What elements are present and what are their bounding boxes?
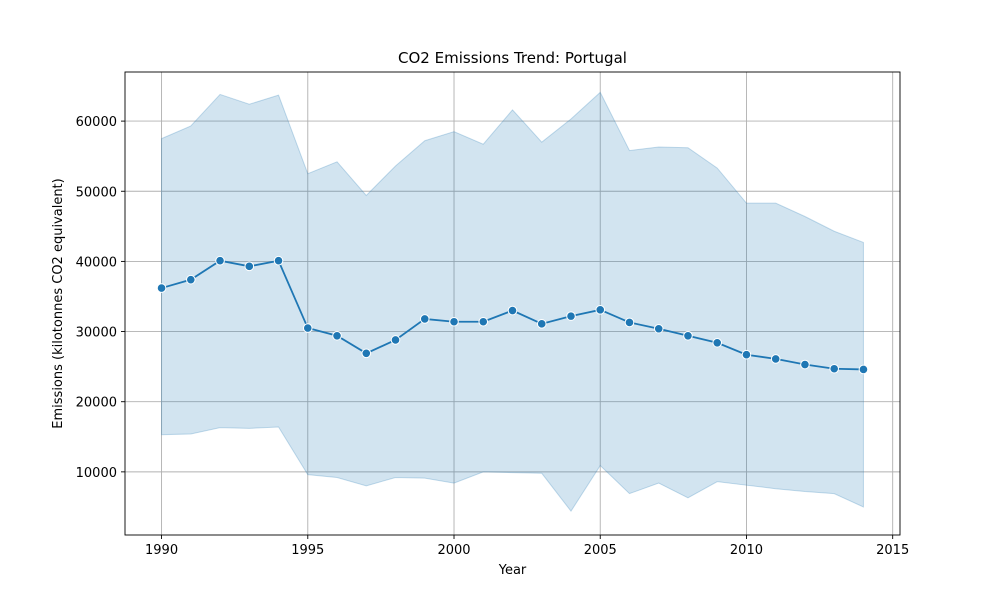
confidence-band	[161, 91, 864, 513]
y-tick-label: 30000	[76, 326, 117, 341]
data-point	[858, 364, 869, 375]
y-tick-label: 20000	[76, 396, 117, 411]
y-axis-ticks: 10000 20000 30000 40000 50000 60000	[76, 115, 125, 481]
x-axis-ticks: 1990 1995 2000 2005 2010 2015	[145, 535, 909, 558]
chart-title: CO2 Emissions Trend: Portugal	[398, 49, 627, 67]
data-point	[741, 349, 752, 360]
data-point	[800, 359, 810, 370]
data-point	[186, 274, 196, 285]
x-axis-label: Year	[498, 563, 527, 578]
data-point	[595, 305, 606, 315]
data-point	[390, 335, 401, 345]
data-point	[361, 348, 372, 359]
data-point	[507, 305, 518, 316]
data-point	[624, 317, 635, 328]
data-point	[156, 283, 167, 293]
x-tick-label: 2015	[876, 543, 909, 558]
data-point	[829, 363, 839, 374]
data-point	[536, 319, 547, 329]
data-point	[683, 330, 693, 341]
y-axis-label: Emissions (kilotonnes CO2 equivalent)	[51, 178, 66, 428]
y-tick-label: 10000	[76, 466, 117, 481]
data-point	[478, 316, 489, 327]
data-point	[770, 354, 781, 364]
plot-frame	[124, 71, 901, 536]
x-tick-label: 2010	[730, 543, 763, 558]
data-point	[449, 316, 459, 327]
data-point	[215, 255, 225, 266]
x-tick-label: 2000	[437, 543, 470, 558]
y-tick-label: 60000	[76, 115, 117, 130]
data-point	[419, 314, 430, 324]
y-tick-label: 40000	[76, 255, 117, 270]
data-point	[302, 323, 313, 333]
data-point	[273, 255, 284, 266]
x-tick-label: 2005	[584, 543, 617, 558]
data-point	[332, 330, 342, 341]
data-point	[566, 311, 576, 321]
x-tick-label: 1995	[291, 543, 324, 558]
data-point	[244, 261, 255, 272]
x-tick-label: 1990	[145, 543, 178, 558]
grid	[125, 72, 900, 535]
y-tick-label: 50000	[76, 185, 117, 200]
data-point	[653, 323, 664, 334]
data-point	[712, 337, 723, 348]
confidence-band-area	[161, 91, 864, 513]
data-markers	[156, 255, 869, 375]
